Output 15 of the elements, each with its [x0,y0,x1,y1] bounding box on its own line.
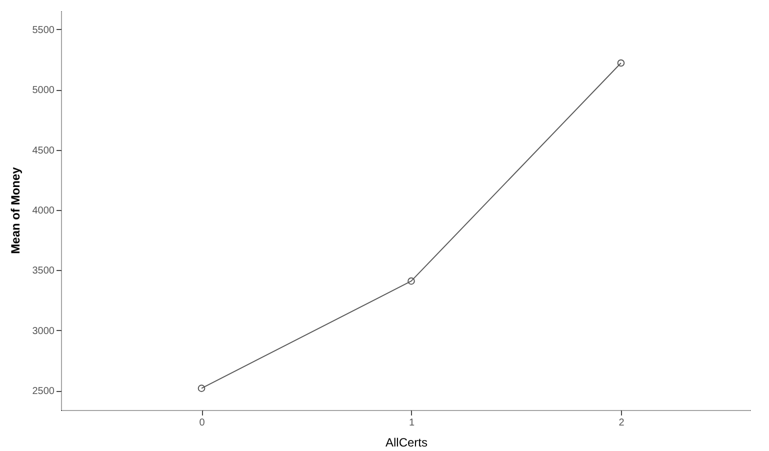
y-tick-label: 3500 [32,266,55,277]
x-axis-title: AllCerts [385,436,428,450]
y-tick-label: 4000 [32,206,55,216]
y-tick-label: 3000 [32,326,55,337]
y-axis-title: Mean of Money [8,166,22,254]
y-tick-label: 5500 [32,24,55,36]
point [617,59,625,67]
y-tick-label: 5000 [32,85,55,96]
x-tick-label: 0 [199,418,206,428]
x-tick-label: 2 [618,418,625,428]
point [198,384,206,392]
point [408,277,415,285]
y-tick-label: 2500 [32,386,55,398]
y-tick-label: 4500 [32,145,55,156]
x-tick-label: 1 [408,418,415,428]
